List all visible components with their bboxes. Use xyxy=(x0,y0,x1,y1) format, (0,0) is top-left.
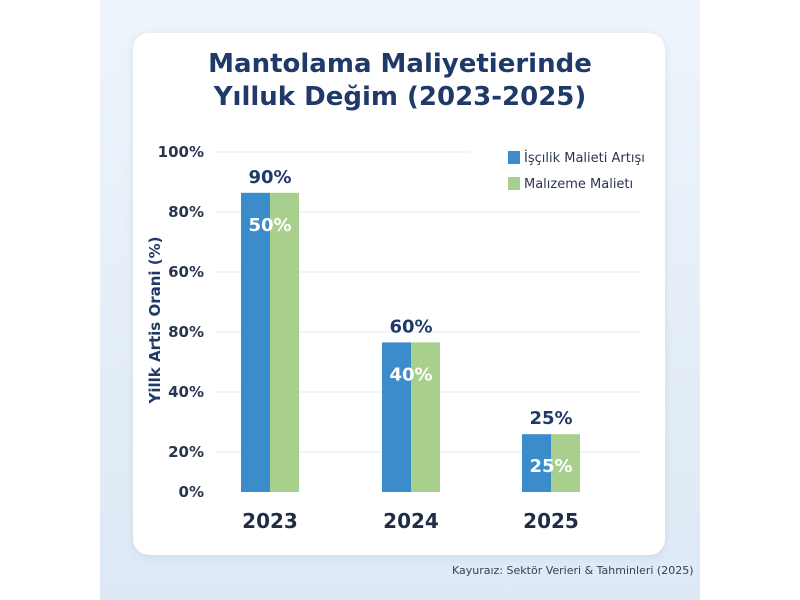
title-line-2: Yılluk Değim (2023-2025) xyxy=(213,82,587,112)
bar-labor-2023 xyxy=(241,192,270,493)
bar-material-2024 xyxy=(411,342,440,492)
value-label-labor: 90% xyxy=(248,167,291,188)
value-label-material: 40% xyxy=(389,364,432,385)
category-label: 2024 xyxy=(383,509,439,533)
y-tick-label: 60% xyxy=(168,263,204,281)
y-tick-label: 20% xyxy=(168,443,204,461)
source-note: Kayuraız: Sektör Verieri & Tahminleri (2… xyxy=(452,564,694,577)
y-tick-label: 80% xyxy=(168,203,204,221)
value-label-material: 50% xyxy=(248,215,291,236)
legend-swatch-material xyxy=(508,177,520,190)
legend-swatch-labor xyxy=(508,151,520,164)
y-tick-label: 100% xyxy=(158,143,204,161)
y-tick-label: 40% xyxy=(168,383,204,401)
value-label-labor: 60% xyxy=(389,316,432,337)
legend-label-material: Malızeme Malietı xyxy=(524,177,633,192)
legend-label-labor: İşçılik Malieti Artışı xyxy=(524,150,645,166)
bar-material-2023 xyxy=(270,192,299,493)
bar-labor-2024 xyxy=(382,342,411,492)
bar-labor-2025 xyxy=(522,434,551,492)
y-tick-label: 0% xyxy=(179,483,204,501)
y-axis-label: Yillk Artis Orani (%) xyxy=(146,236,164,404)
value-label-material: 25% xyxy=(529,456,572,477)
bar-material-2025 xyxy=(551,434,580,492)
title-line-1: Mantolama Maliyetierinde xyxy=(208,49,592,79)
legend: İşçılik Malieti Artışı Malızeme Malietı xyxy=(508,150,645,192)
y-tick-label: 80% xyxy=(168,323,204,341)
category-label: 2023 xyxy=(242,509,298,533)
category-label: 2025 xyxy=(523,509,579,533)
chart-title: Mantolama Maliyetierinde Yılluk Değim (2… xyxy=(100,48,700,114)
value-label-labor: 25% xyxy=(529,408,572,429)
